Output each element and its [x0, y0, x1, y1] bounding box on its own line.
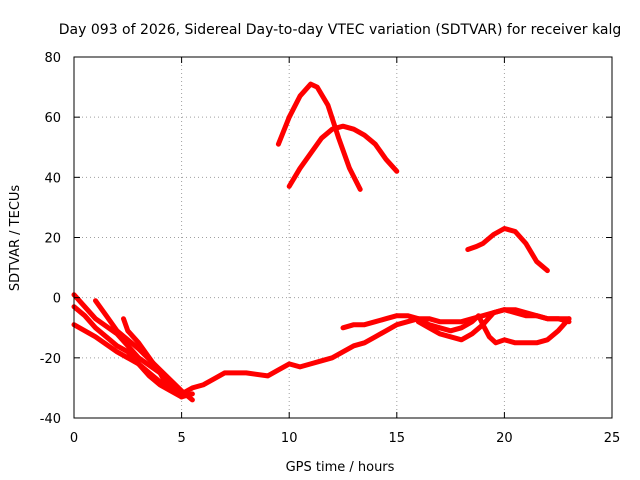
x-tick-label: 10	[281, 431, 298, 446]
series-line-track-6	[275, 81, 363, 192]
series-line-track-10	[415, 313, 572, 346]
x-tick-label: 5	[177, 431, 185, 446]
y-tick-label: -20	[40, 352, 61, 367]
y-tick-label: 0	[53, 292, 61, 307]
series-line-track-9	[415, 307, 572, 343]
y-axis-label: SDTVAR / TECUs	[8, 185, 23, 292]
series-line-track-4	[93, 298, 195, 403]
x-axis-label: GPS time / hours	[286, 460, 395, 475]
y-tick-label: 20	[44, 232, 61, 247]
x-tick-label: 20	[496, 431, 513, 446]
series-line-track-2	[71, 304, 185, 400]
axes: 0 5 10 15 20 25 -40 -20 0 20 40 60 80	[40, 51, 621, 446]
series-layer	[71, 81, 572, 403]
series-line-track-3	[71, 316, 421, 397]
x-tick-label: 15	[389, 431, 406, 446]
y-tick-label: -40	[40, 412, 61, 427]
chart-title: Day 093 of 2026, Sidereal Day-to-day VTE…	[59, 22, 621, 38]
y-tick-label: 80	[44, 51, 61, 66]
series-line-track-7	[286, 123, 400, 189]
y-tick-label: 60	[44, 111, 61, 126]
series-line-track-11	[465, 226, 550, 274]
x-tick-label: 25	[604, 431, 621, 446]
y-tick-label: 40	[44, 171, 61, 186]
x-tick-label: 0	[70, 431, 78, 446]
series-line-track-5	[121, 316, 169, 388]
